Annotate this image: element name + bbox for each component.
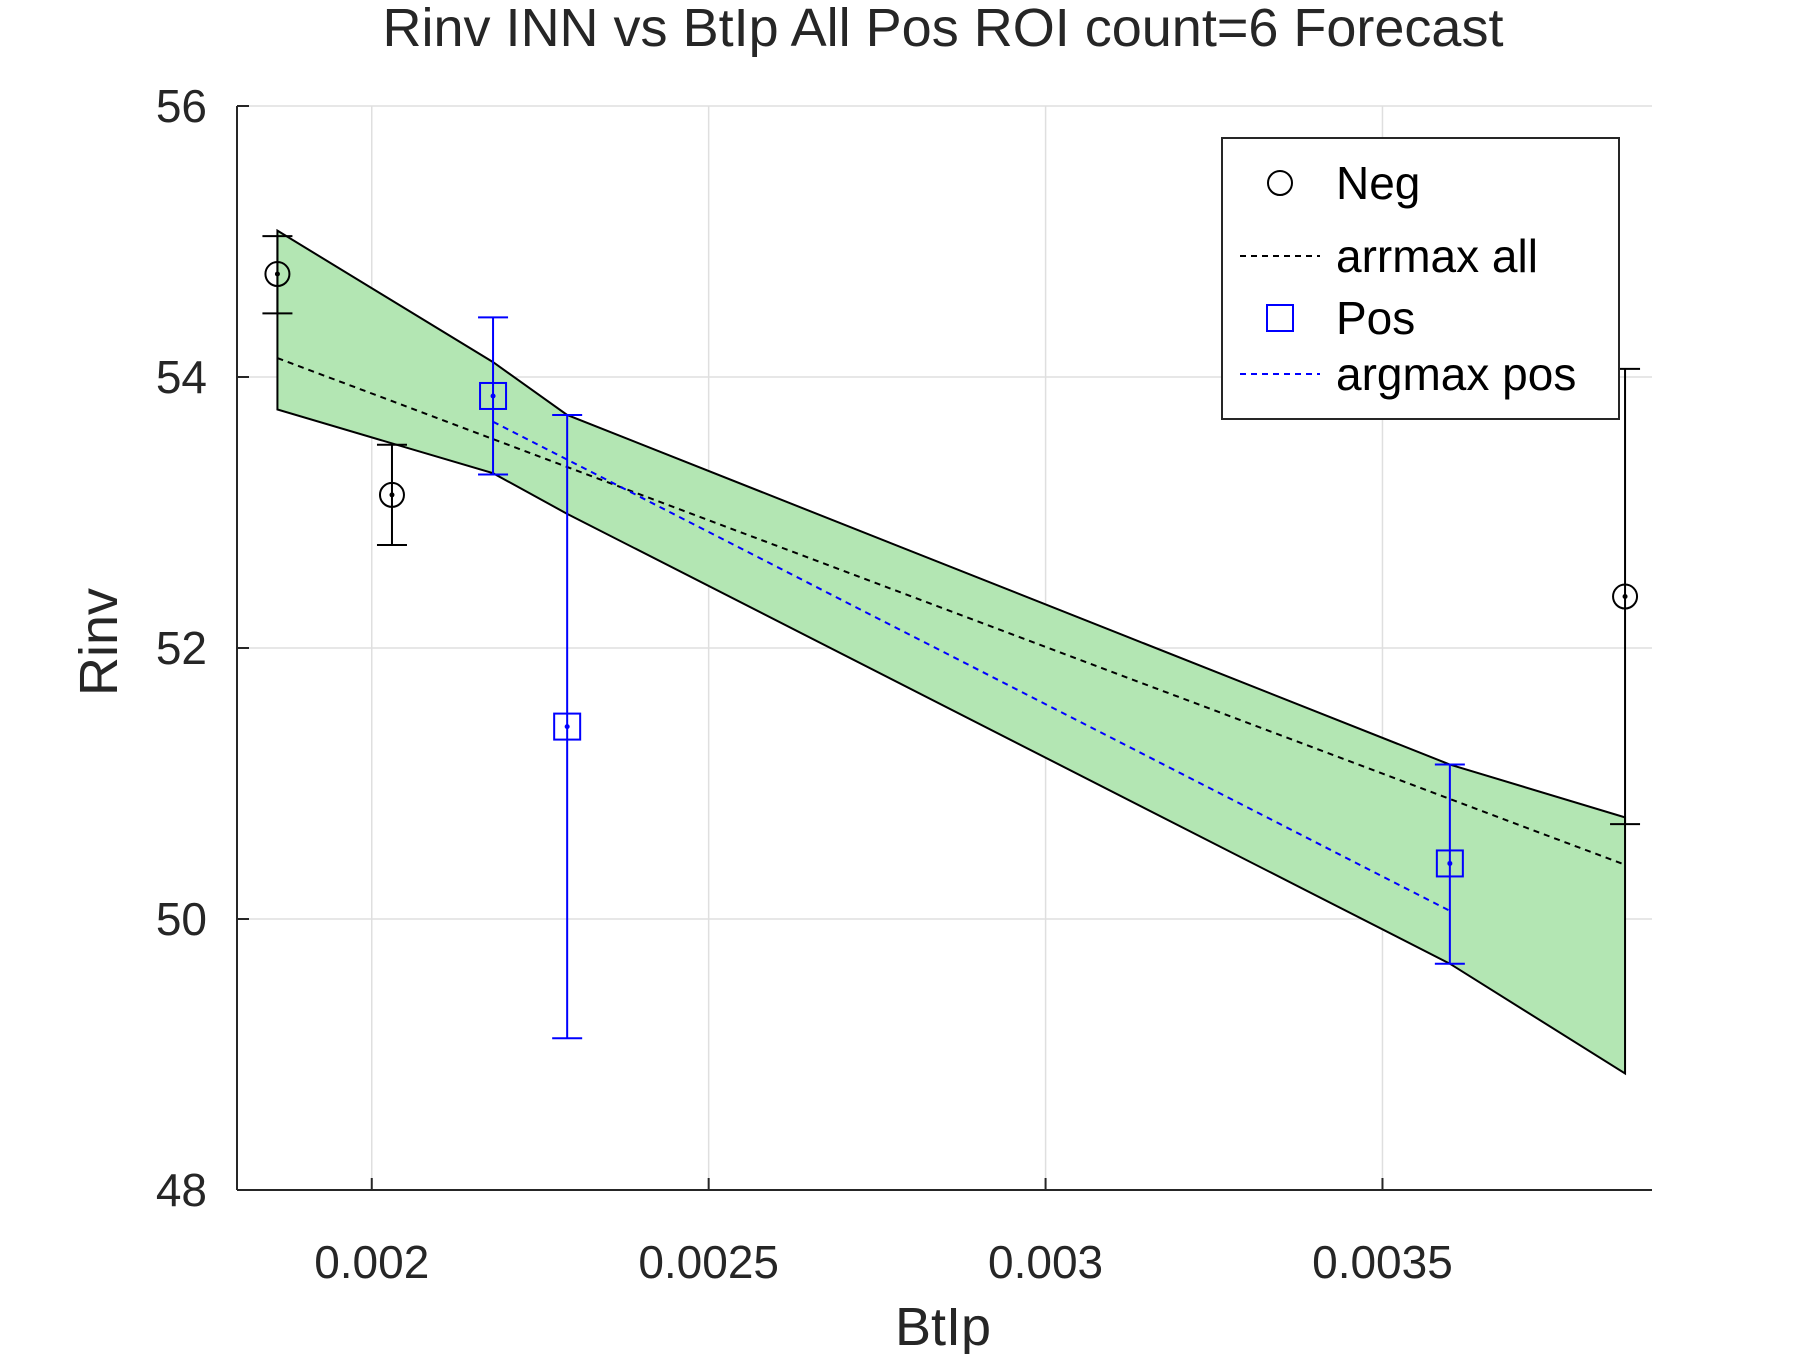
legend-label: Pos <box>1336 292 1415 344</box>
y-tick-label: 56 <box>156 80 207 132</box>
legend-circle-icon <box>1267 170 1293 196</box>
confidence-band <box>276 228 1627 1076</box>
pos-point <box>1435 849 1464 878</box>
point-center <box>564 724 570 730</box>
x-tick-label: 0.002 <box>314 1236 429 1288</box>
pos-point <box>553 712 582 741</box>
tick-labels: 0.002 0.0025 0.003 0.0035 48 50 52 54 56 <box>156 80 1453 1288</box>
y-tick-label: 52 <box>156 622 207 674</box>
legend-square-icon <box>1266 304 1294 332</box>
neg-point <box>264 261 291 288</box>
point-center <box>389 492 395 498</box>
point-center <box>1447 860 1453 866</box>
y-tick-label: 50 <box>156 893 207 945</box>
point-center <box>274 271 280 277</box>
legend-label: arrmax all <box>1336 230 1538 282</box>
x-tick-label: 0.0035 <box>1312 1236 1453 1288</box>
confidence-band-area <box>276 228 1627 1076</box>
x-tick-label: 0.003 <box>988 1236 1103 1288</box>
fit-line-argmax-pos <box>492 420 1451 912</box>
point-center <box>490 393 496 399</box>
x-axis-label: BtIp <box>895 1297 991 1354</box>
legend-label: Neg <box>1336 157 1420 209</box>
pos-point <box>479 381 508 410</box>
data-markers <box>264 261 1639 878</box>
fit-lines <box>277 357 1626 912</box>
chart-title: Rinv INN vs BtIp All Pos ROI count=6 For… <box>383 0 1504 58</box>
fit-line-arrmax-all <box>277 357 1626 866</box>
y-tick-label: 48 <box>156 1164 207 1216</box>
neg-point <box>378 481 405 508</box>
y-axis-label: Rinv <box>69 588 129 696</box>
legend-label: argmax pos <box>1336 348 1576 400</box>
neg-point <box>1612 583 1639 610</box>
axes <box>236 105 1652 1191</box>
y-tick-label: 54 <box>156 351 207 403</box>
legend-box <box>1221 137 1620 420</box>
point-center <box>1622 594 1628 600</box>
x-tick-label: 0.0025 <box>638 1236 779 1288</box>
